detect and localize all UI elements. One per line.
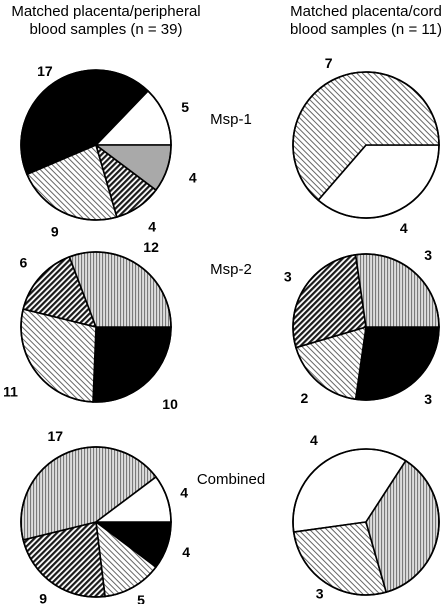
pie-slice-label: 4 (310, 432, 318, 448)
pie-slice-label: 11 (3, 383, 18, 399)
row-label-combined: Combined (197, 471, 265, 488)
pie-outline (292, 71, 440, 219)
pie-slice-label: 9 (51, 224, 59, 240)
pie-slice-label: 9 (39, 591, 47, 604)
pie-combined-peripheral: 4 5 9 17 4 (20, 428, 190, 604)
pie-slice-label: 3 (284, 269, 292, 285)
pie-msp2-peripheral: 10 11 6 12 (3, 239, 178, 412)
column-headers: Matched placenta/peripheral blood sample… (11, 3, 442, 38)
pie-outline (20, 251, 172, 403)
pie-slice-vert-gray (354, 253, 440, 328)
pie-slice-label: 2 (301, 390, 309, 406)
row-label-msp2: Msp-2 (210, 261, 252, 278)
pie-slice-label: 4 (182, 544, 190, 560)
pie-slice-label: 5 (181, 99, 189, 115)
pie-slice-label: 3 (424, 247, 432, 263)
pie-slice-label: 10 (162, 396, 178, 412)
pie-slice-label: 12 (143, 239, 159, 255)
pie-msp1-peripheral: 5 17 9 4 4 (20, 63, 197, 240)
pie-slice-label: 4 (189, 169, 197, 185)
pie-slice-label: 6 (20, 255, 28, 271)
row-label-msp1: Msp-1 (210, 111, 252, 128)
pie-slice-label: 4 (400, 220, 408, 236)
pie-slice-label: 3 (316, 585, 324, 601)
pie-charts: 5179444710116123233459174434 (3, 55, 440, 604)
row-labels: Msp-1 Msp-2 Combined (197, 111, 265, 488)
pie-msp2-cord: 3 2 3 3 (284, 247, 440, 407)
left-column-header-line1: Matched placenta/peripheral (11, 3, 200, 20)
left-column-header-line2: blood samples (n = 39) (29, 21, 182, 38)
pie-outline (20, 69, 172, 221)
pie-slice-label: 17 (37, 63, 53, 79)
pie-slice-label: 4 (148, 219, 156, 235)
pie-slice-label: 7 (325, 55, 333, 71)
right-column-header-line1: Matched placenta/cord (290, 3, 442, 20)
pie-outline (292, 448, 440, 596)
pie-slice-label: 4 (180, 485, 188, 501)
pie-msp1-cord: 47 (292, 55, 440, 236)
pie-outline (20, 446, 172, 598)
pie-outline (292, 253, 440, 401)
pie-slice-black (92, 326, 172, 403)
pie-slice-label: 5 (137, 592, 145, 604)
right-column-header-line2: blood samples (n = 11) (290, 21, 442, 38)
pie-combined-cord: 434 (292, 432, 440, 601)
pie-slice-black (354, 326, 440, 401)
pie-slice-label: 3 (424, 391, 432, 407)
pie-slice-label: 17 (48, 428, 64, 444)
